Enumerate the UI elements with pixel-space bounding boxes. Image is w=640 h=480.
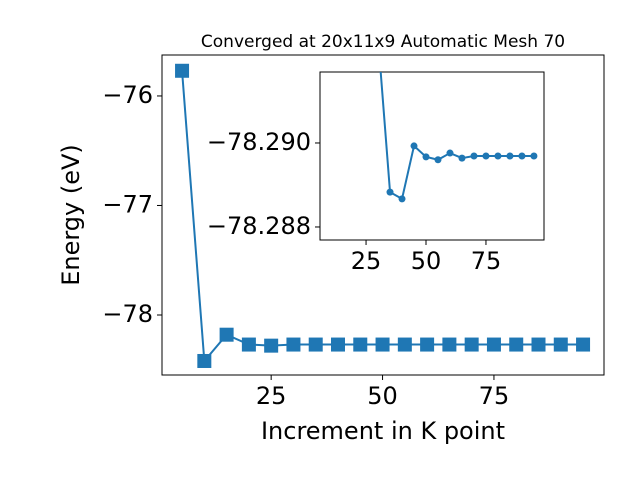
marker <box>506 152 514 160</box>
x-tick-label: 75 <box>479 382 510 410</box>
y-tick-label: −78.288 <box>207 212 311 240</box>
marker <box>486 337 501 352</box>
marker <box>386 188 394 196</box>
y-tick-label: −76 <box>102 81 153 109</box>
marker <box>482 152 490 160</box>
marker <box>398 195 406 203</box>
marker <box>442 337 457 352</box>
marker <box>464 337 479 352</box>
marker <box>530 152 538 160</box>
marker <box>241 337 256 352</box>
x-tick-label: 50 <box>367 382 398 410</box>
marker <box>330 337 345 352</box>
x-tick-label: 25 <box>351 247 382 275</box>
marker <box>470 152 478 160</box>
marker <box>531 337 546 352</box>
series-group <box>175 63 591 368</box>
marker <box>308 337 323 352</box>
marker <box>422 153 430 161</box>
marker <box>197 353 212 368</box>
marker <box>494 152 502 160</box>
series-group <box>379 72 538 203</box>
marker <box>410 142 418 150</box>
y-tick-label: −78 <box>102 300 153 328</box>
marker <box>420 337 435 352</box>
marker <box>509 337 524 352</box>
marker <box>175 63 190 78</box>
y-tick-label: −78.290 <box>207 128 311 156</box>
x-tick-label: 25 <box>256 382 287 410</box>
marker <box>286 337 301 352</box>
marker <box>353 337 368 352</box>
marker <box>458 154 466 162</box>
y-axis-label: Energy (eV) <box>57 144 85 286</box>
y-tick-label: −77 <box>102 190 153 218</box>
marker <box>219 327 234 342</box>
marker <box>518 152 526 160</box>
x-axis-label: Increment in K point <box>261 417 505 445</box>
marker <box>576 337 591 352</box>
chart-title: Converged at 20x11x9 Automatic Mesh 70 <box>201 32 565 52</box>
marker <box>553 337 568 352</box>
marker <box>375 337 390 352</box>
marker <box>434 156 442 164</box>
marker <box>446 149 454 157</box>
x-tick-label: 50 <box>411 247 442 275</box>
x-tick-label: 75 <box>471 247 502 275</box>
marker <box>397 337 412 352</box>
marker <box>264 338 279 353</box>
